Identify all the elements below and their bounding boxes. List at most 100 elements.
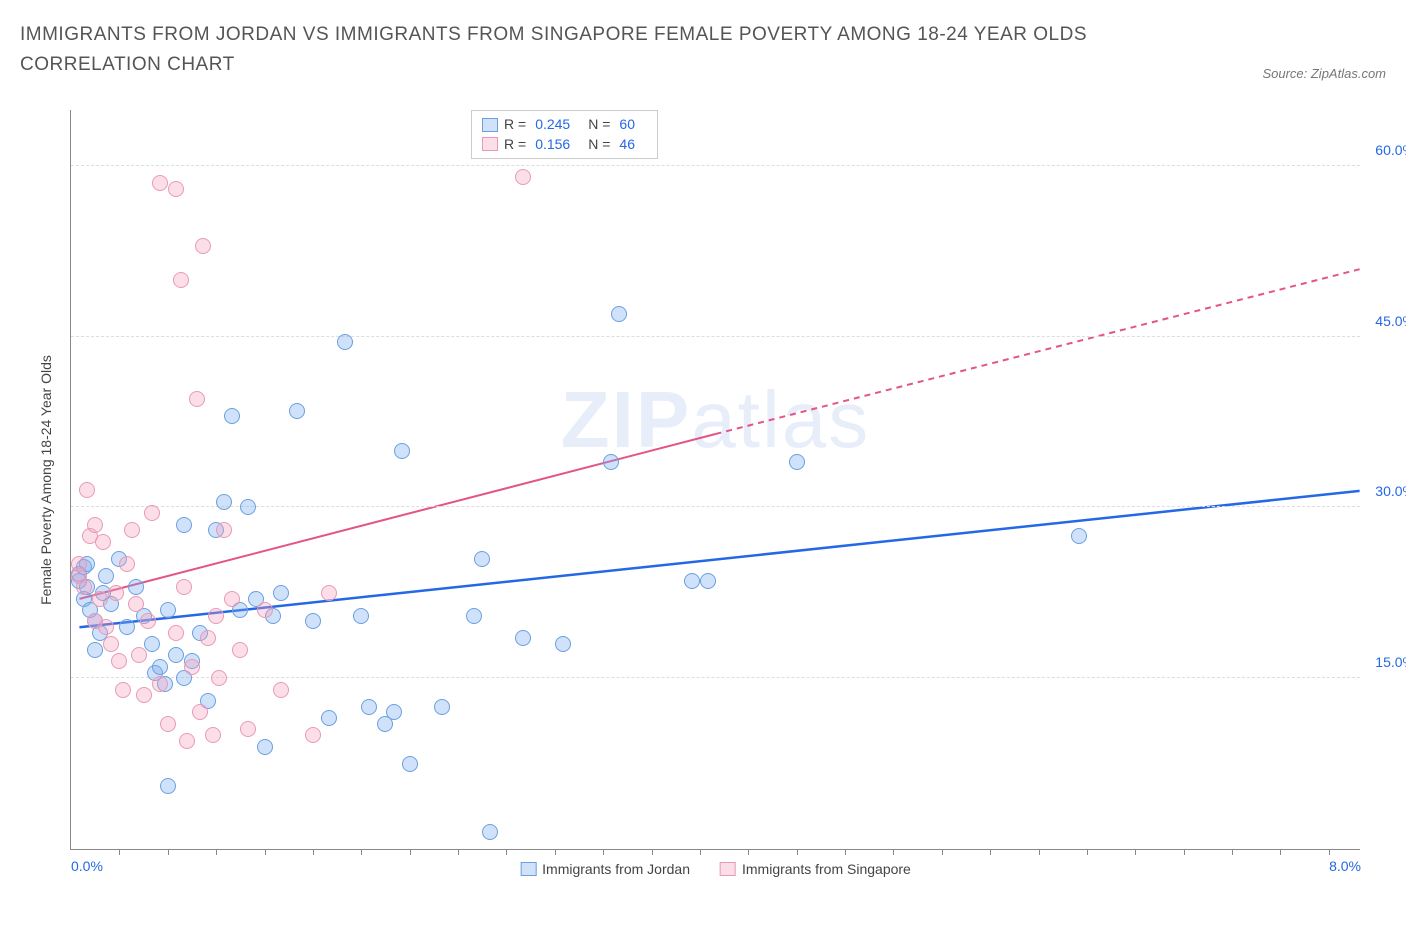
- data-point: [684, 573, 700, 589]
- data-point: [119, 619, 135, 635]
- data-point: [128, 579, 144, 595]
- data-point: [361, 699, 377, 715]
- data-point: [402, 756, 418, 772]
- n-label: N =: [588, 135, 610, 155]
- data-point: [321, 710, 337, 726]
- data-point: [124, 522, 140, 538]
- data-point: [240, 721, 256, 737]
- x-tick: [119, 849, 120, 855]
- x-tick: [1232, 849, 1233, 855]
- data-point: [98, 619, 114, 635]
- r-label: R =: [504, 115, 526, 135]
- data-point: [211, 670, 227, 686]
- chart-title: IMMIGRANTS FROM JORDAN VS IMMIGRANTS FRO…: [20, 20, 1120, 81]
- x-tick: [506, 849, 507, 855]
- data-point: [119, 556, 135, 572]
- data-point: [434, 699, 450, 715]
- swatch-jordan-icon: [520, 862, 536, 876]
- data-point: [131, 647, 147, 663]
- data-point: [184, 659, 200, 675]
- x-tick: [652, 849, 653, 855]
- r-value-jordan: 0.245: [535, 115, 570, 135]
- swatch-singapore: [482, 137, 498, 151]
- data-point: [152, 659, 168, 675]
- data-point: [179, 733, 195, 749]
- n-value-singapore: 46: [619, 135, 635, 155]
- data-point: [273, 585, 289, 601]
- stats-row-jordan: R = 0.245 N = 60: [482, 115, 647, 135]
- data-point: [176, 517, 192, 533]
- data-point: [289, 403, 305, 419]
- data-point: [152, 175, 168, 191]
- data-point: [224, 591, 240, 607]
- x-tick: [1087, 849, 1088, 855]
- r-label: R =: [504, 135, 526, 155]
- legend-item-jordan: Immigrants from Jordan: [520, 861, 690, 877]
- x-tick: [1039, 849, 1040, 855]
- x-tick: [603, 849, 604, 855]
- data-point: [700, 573, 716, 589]
- x-tick: [555, 849, 556, 855]
- x-tick: [1329, 849, 1330, 855]
- data-point: [515, 169, 531, 185]
- swatch-singapore-icon: [720, 862, 736, 876]
- data-point: [216, 522, 232, 538]
- data-point: [87, 642, 103, 658]
- swatch-jordan: [482, 118, 498, 132]
- data-point: [257, 739, 273, 755]
- data-point: [160, 716, 176, 732]
- x-tick: [168, 849, 169, 855]
- data-point: [555, 636, 571, 652]
- legend-label-jordan: Immigrants from Jordan: [542, 861, 690, 877]
- data-point: [195, 238, 211, 254]
- data-point: [140, 613, 156, 629]
- chart-container: IMMIGRANTS FROM JORDAN VS IMMIGRANTS FRO…: [20, 20, 1386, 910]
- data-point: [257, 602, 273, 618]
- watermark-bold: ZIP: [561, 375, 691, 464]
- legend-item-singapore: Immigrants from Singapore: [720, 861, 911, 877]
- x-tick: [990, 849, 991, 855]
- data-point: [92, 591, 108, 607]
- x-tick: [797, 849, 798, 855]
- source-attribution: Source: ZipAtlas.com: [1262, 66, 1386, 81]
- data-point: [168, 625, 184, 641]
- data-point: [192, 704, 208, 720]
- data-point: [144, 505, 160, 521]
- data-point: [515, 630, 531, 646]
- x-tick: [1184, 849, 1185, 855]
- data-point: [115, 682, 131, 698]
- x-tick: [700, 849, 701, 855]
- data-point: [353, 608, 369, 624]
- watermark: ZIPatlas: [561, 374, 870, 466]
- data-point: [321, 585, 337, 601]
- data-point: [128, 596, 144, 612]
- data-point: [152, 676, 168, 692]
- data-point: [103, 636, 119, 652]
- data-point: [160, 778, 176, 794]
- data-point: [611, 306, 627, 322]
- data-point: [168, 647, 184, 663]
- legend-label-singapore: Immigrants from Singapore: [742, 861, 911, 877]
- data-point: [232, 642, 248, 658]
- data-point: [208, 608, 224, 624]
- data-point: [173, 272, 189, 288]
- data-point: [789, 454, 805, 470]
- data-point: [305, 727, 321, 743]
- data-point: [189, 391, 205, 407]
- data-point: [1071, 528, 1087, 544]
- data-point: [95, 534, 111, 550]
- data-point: [224, 408, 240, 424]
- x-tick: [748, 849, 749, 855]
- x-tick-label: 0.0%: [71, 858, 103, 874]
- stats-row-singapore: R = 0.156 N = 46: [482, 135, 647, 155]
- data-point: [160, 602, 176, 618]
- x-tick-label: 8.0%: [1329, 858, 1361, 874]
- data-point: [205, 727, 221, 743]
- data-point: [603, 454, 619, 470]
- data-point: [76, 579, 92, 595]
- data-point: [136, 687, 152, 703]
- grid-line: [71, 677, 1360, 678]
- data-point: [111, 653, 127, 669]
- data-point: [79, 482, 95, 498]
- x-tick: [410, 849, 411, 855]
